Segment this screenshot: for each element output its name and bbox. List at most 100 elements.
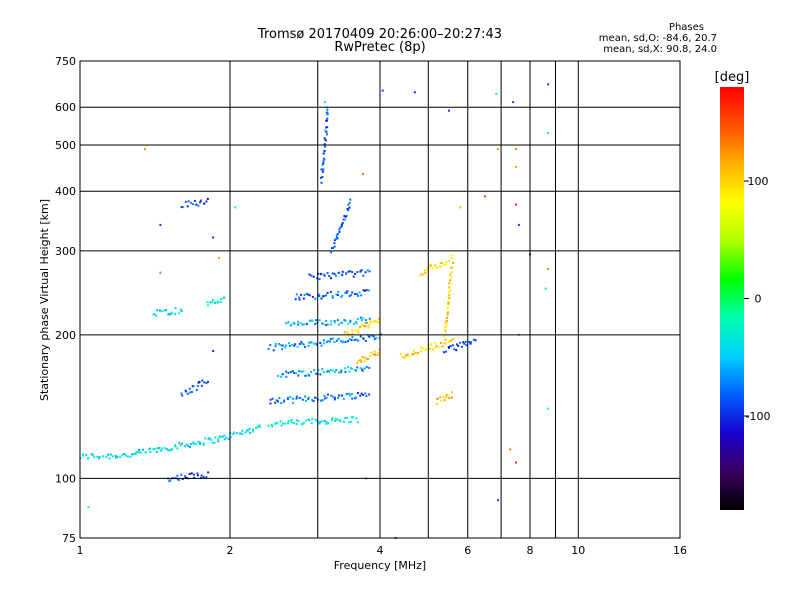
data-point (323, 101, 326, 104)
data-point (444, 338, 447, 341)
data-point (352, 275, 355, 278)
data-point (451, 254, 454, 257)
data-point (377, 352, 380, 355)
data-point (180, 310, 183, 313)
data-point (356, 271, 359, 274)
data-point (200, 384, 203, 387)
data-point (178, 441, 181, 444)
data-point (323, 274, 326, 277)
data-point (140, 451, 143, 454)
data-point (307, 344, 310, 347)
data-point (310, 422, 313, 425)
data-point (311, 399, 314, 402)
phase-o-stats: mean, sd,O: -84.6, 20.7 (598, 33, 717, 44)
data-point (364, 271, 367, 274)
data-point (323, 150, 326, 153)
data-point (324, 294, 327, 297)
data-point (304, 395, 307, 398)
data-point (293, 372, 296, 375)
data-point (428, 347, 431, 350)
data-point (321, 322, 324, 325)
data-point (367, 326, 370, 329)
data-point (269, 398, 272, 401)
data-point (214, 436, 217, 439)
data-point (372, 335, 375, 338)
data-point (447, 346, 450, 349)
data-point (115, 456, 118, 459)
data-point (188, 472, 191, 475)
data-point (138, 448, 141, 451)
data-point (105, 456, 108, 459)
data-point (439, 265, 442, 268)
data-point (322, 323, 325, 326)
data-point (124, 454, 127, 457)
data-point (496, 148, 499, 151)
data-point (322, 159, 325, 162)
x-ticks: 1 2 4 6 8 10 16 (77, 544, 688, 557)
data-point (349, 270, 352, 273)
data-point (315, 342, 318, 345)
data-point (304, 374, 307, 377)
x-tick-label: 1 (77, 544, 84, 557)
data-point (281, 373, 284, 376)
data-point (362, 317, 365, 320)
data-point (448, 286, 451, 289)
data-point (448, 259, 451, 262)
data-point (355, 322, 358, 325)
data-point (292, 397, 295, 400)
data-point (199, 441, 202, 444)
data-point (344, 291, 347, 294)
data-point (335, 339, 338, 342)
data-point (290, 323, 293, 326)
data-point (363, 289, 366, 292)
data-point (364, 339, 367, 342)
data-point (192, 385, 195, 388)
data-point (283, 400, 286, 403)
data-point (341, 340, 344, 343)
data-point (350, 339, 353, 342)
data-point (199, 201, 202, 204)
data-point (365, 357, 368, 360)
data-point (312, 275, 315, 278)
data-point (87, 457, 90, 460)
data-point (184, 390, 187, 393)
data-point (325, 324, 328, 327)
data-point (369, 321, 372, 324)
data-point (301, 422, 304, 425)
data-point (335, 234, 338, 237)
data-point (197, 474, 200, 477)
data-point (297, 374, 300, 377)
data-point (185, 443, 188, 446)
data-point (444, 350, 447, 353)
data-point (341, 222, 344, 225)
data-point (449, 273, 452, 276)
x-tick-label: 16 (673, 544, 687, 557)
data-point (464, 340, 467, 343)
data-point (329, 368, 332, 371)
data-point (293, 344, 296, 347)
data-point (373, 338, 376, 341)
data-point (205, 476, 208, 479)
data-point (347, 366, 350, 369)
data-point (333, 398, 336, 401)
data-point (373, 319, 376, 322)
data-point (203, 381, 206, 384)
colorbar-tick-label: 0 (755, 293, 762, 306)
data-point (446, 314, 449, 317)
data-point (344, 331, 347, 334)
data-point (232, 431, 235, 434)
data-point (443, 335, 446, 338)
data-point (451, 266, 454, 269)
data-point (322, 157, 325, 160)
data-point (295, 372, 298, 375)
data-point (223, 434, 226, 437)
data-point (314, 319, 317, 322)
data-point (169, 479, 172, 482)
data-points (79, 83, 550, 539)
data-point (484, 195, 487, 198)
data-point (161, 447, 164, 450)
data-point (285, 370, 288, 373)
data-point (331, 246, 334, 249)
data-point (314, 418, 317, 421)
data-point (325, 126, 328, 129)
